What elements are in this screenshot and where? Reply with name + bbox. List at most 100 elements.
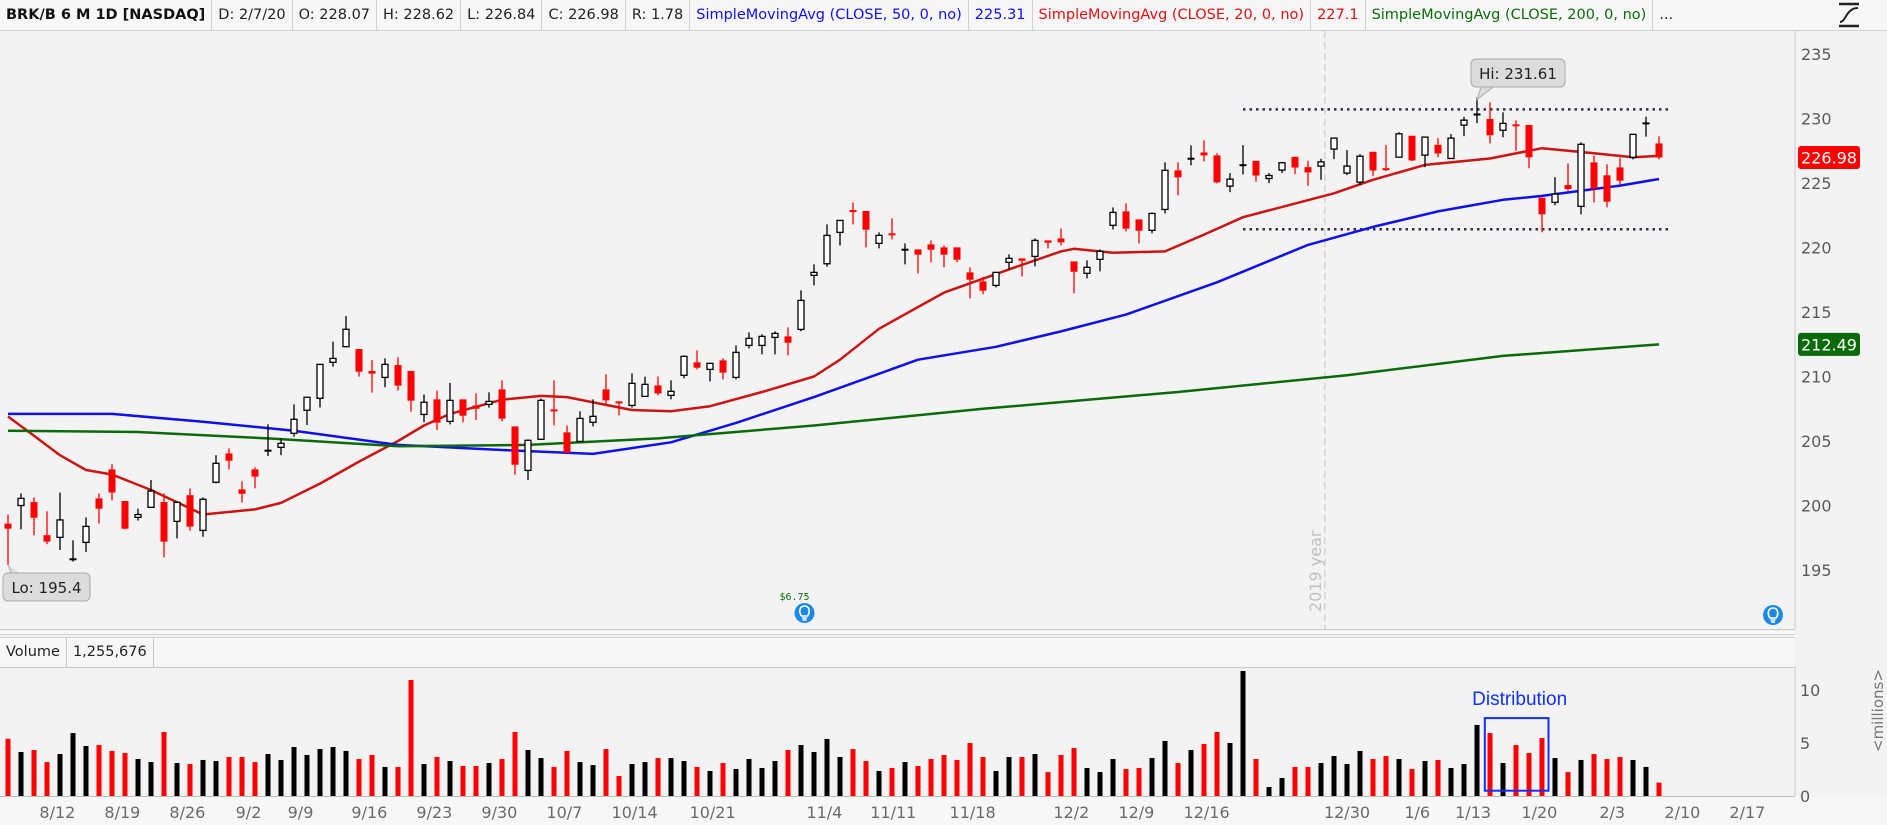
volume-bar[interactable] bbox=[1279, 777, 1285, 796]
candle[interactable] bbox=[914, 249, 922, 274]
candle[interactable] bbox=[1057, 228, 1065, 246]
candle[interactable] bbox=[1291, 156, 1299, 175]
volume-bar[interactable] bbox=[1643, 766, 1649, 796]
volume-bar[interactable] bbox=[1240, 671, 1246, 796]
candle[interactable] bbox=[693, 350, 701, 370]
pane-resize-handle[interactable] bbox=[0, 631, 1795, 636]
volume-bar[interactable] bbox=[1383, 756, 1389, 796]
candle[interactable] bbox=[134, 508, 142, 521]
volume-bar[interactable] bbox=[1539, 738, 1545, 796]
volume-bar[interactable] bbox=[1110, 759, 1116, 796]
candle[interactable] bbox=[1395, 132, 1403, 158]
candle[interactable] bbox=[147, 479, 155, 508]
volume-bar[interactable] bbox=[122, 752, 128, 796]
candle[interactable] bbox=[875, 232, 883, 249]
candle[interactable] bbox=[1564, 163, 1572, 191]
volume-bar[interactable] bbox=[1149, 758, 1155, 796]
candle[interactable] bbox=[1213, 153, 1221, 184]
candle[interactable] bbox=[1096, 249, 1104, 272]
symbol-title[interactable]: BRK/B 6 M 1D [NASDAQ] bbox=[0, 0, 213, 30]
volume-bar[interactable] bbox=[1175, 763, 1181, 796]
volume-bar[interactable] bbox=[265, 754, 271, 796]
volume-bar[interactable] bbox=[798, 745, 804, 796]
volume-bar[interactable] bbox=[1188, 749, 1194, 796]
candle[interactable] bbox=[1200, 140, 1208, 162]
volume-bar[interactable] bbox=[694, 766, 700, 796]
candle[interactable] bbox=[862, 210, 870, 248]
volume-bar[interactable] bbox=[109, 750, 115, 796]
candle[interactable] bbox=[615, 401, 623, 416]
candle[interactable] bbox=[355, 349, 363, 377]
volume-bar[interactable] bbox=[278, 759, 284, 796]
candle[interactable] bbox=[1447, 134, 1455, 160]
candle[interactable] bbox=[1655, 136, 1663, 160]
volume-bar[interactable] bbox=[1630, 759, 1636, 796]
volume-bar[interactable] bbox=[421, 763, 427, 796]
sma50-study-label[interactable]: SimpleMovingAvg (CLOSE, 50, 0, no) bbox=[690, 0, 969, 30]
volume-bar[interactable] bbox=[356, 759, 362, 796]
distribution-box[interactable] bbox=[1483, 717, 1550, 792]
candle[interactable] bbox=[1525, 124, 1533, 169]
candle[interactable] bbox=[537, 398, 545, 440]
volume-bar[interactable] bbox=[1565, 772, 1571, 796]
volume-bar[interactable] bbox=[5, 738, 11, 796]
volume-bar[interactable] bbox=[746, 759, 752, 796]
volume-bar[interactable] bbox=[317, 749, 323, 796]
volume-bar[interactable] bbox=[408, 680, 414, 796]
volume-bar[interactable] bbox=[1474, 724, 1480, 796]
candle[interactable] bbox=[212, 455, 220, 484]
sma50-line[interactable] bbox=[8, 177, 1660, 456]
candle[interactable] bbox=[485, 392, 493, 408]
volume-bar[interactable] bbox=[343, 750, 349, 796]
candle[interactable] bbox=[199, 497, 207, 537]
candle[interactable] bbox=[1005, 254, 1013, 270]
volume-bar[interactable] bbox=[707, 770, 713, 796]
candle[interactable] bbox=[602, 374, 610, 405]
candle[interactable] bbox=[1421, 136, 1429, 168]
chart-style-icon[interactable] bbox=[1833, 1, 1865, 29]
volume-bar[interactable] bbox=[31, 749, 37, 796]
volume-bar[interactable] bbox=[551, 766, 557, 796]
volume-bar[interactable] bbox=[174, 763, 180, 796]
volume-bar[interactable] bbox=[44, 762, 50, 796]
volume-bar[interactable] bbox=[187, 763, 193, 796]
candle[interactable] bbox=[1473, 97, 1481, 124]
volume-bar[interactable] bbox=[252, 762, 258, 796]
volume-study-label[interactable]: Volume bbox=[0, 638, 67, 667]
volume-bar[interactable] bbox=[1487, 733, 1493, 796]
volume-bar[interactable] bbox=[1123, 768, 1129, 796]
volume-bar[interactable] bbox=[538, 758, 544, 796]
candle[interactable] bbox=[771, 331, 779, 355]
volume-bar[interactable] bbox=[57, 754, 63, 796]
candle[interactable] bbox=[108, 464, 116, 501]
volume-bar[interactable] bbox=[863, 761, 869, 796]
volume-bar[interactable] bbox=[1656, 782, 1662, 796]
volume-bar[interactable] bbox=[642, 762, 648, 796]
candle[interactable] bbox=[225, 448, 233, 470]
volume-bar[interactable] bbox=[304, 754, 310, 796]
volume-bar[interactable] bbox=[1305, 766, 1311, 796]
candle[interactable] bbox=[1265, 173, 1273, 184]
candle[interactable] bbox=[758, 334, 766, 355]
volume-bar[interactable] bbox=[928, 759, 934, 796]
volume-bar[interactable] bbox=[577, 762, 583, 796]
time-axis[interactable] bbox=[0, 797, 1887, 825]
candle[interactable] bbox=[1369, 151, 1377, 177]
candle[interactable] bbox=[992, 271, 1000, 288]
volume-bar[interactable] bbox=[993, 770, 999, 796]
candle[interactable] bbox=[1408, 135, 1416, 162]
volume-bar[interactable] bbox=[1578, 759, 1584, 796]
volume-bar[interactable] bbox=[720, 763, 726, 796]
candle[interactable] bbox=[797, 290, 805, 332]
candle[interactable] bbox=[69, 540, 77, 562]
volume-bar[interactable] bbox=[239, 756, 245, 796]
volume-bar[interactable] bbox=[824, 738, 830, 796]
candle[interactable] bbox=[1083, 260, 1091, 279]
candle[interactable] bbox=[1616, 157, 1624, 186]
candle[interactable] bbox=[43, 511, 51, 545]
volume-bar[interactable] bbox=[1136, 768, 1142, 796]
candle[interactable] bbox=[1629, 133, 1637, 160]
volume-bar[interactable] bbox=[525, 749, 531, 796]
volume-bar[interactable] bbox=[447, 761, 453, 796]
candle[interactable] bbox=[576, 411, 584, 443]
